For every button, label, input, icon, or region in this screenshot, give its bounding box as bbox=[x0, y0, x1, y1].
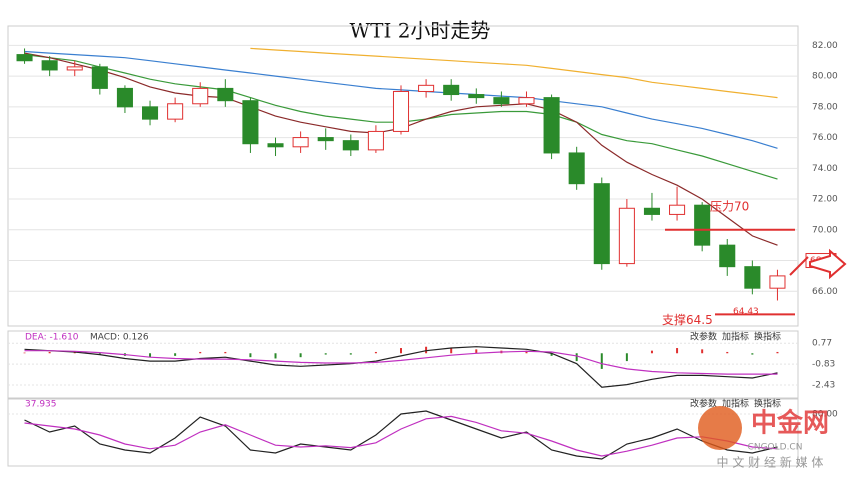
level-label: 压力70 bbox=[710, 199, 749, 213]
line bbox=[24, 350, 778, 375]
candle-body bbox=[493, 97, 510, 105]
candle-body bbox=[518, 97, 535, 105]
candle-body bbox=[719, 244, 736, 268]
panel-frame bbox=[7, 25, 799, 327]
candle-body bbox=[167, 103, 184, 120]
candle-body bbox=[317, 137, 334, 142]
y-tick-label: 78.00 bbox=[812, 102, 838, 112]
y-tick-label: 80.00 bbox=[812, 410, 838, 420]
arrow bbox=[809, 248, 847, 280]
y-tick-label: -2.43 bbox=[812, 380, 835, 390]
line bbox=[24, 415, 778, 457]
watermark-slogan: 中 文 财 经 新 媒 体 bbox=[717, 455, 824, 470]
indicator-button[interactable]: 改参数 bbox=[690, 331, 717, 343]
candle-body bbox=[242, 100, 259, 145]
candle-body bbox=[142, 106, 159, 120]
candle-body bbox=[568, 152, 585, 185]
arrow bbox=[789, 256, 809, 276]
candle-body bbox=[16, 54, 33, 62]
indicator-legend: 37.935 bbox=[25, 400, 57, 410]
line bbox=[24, 52, 778, 246]
line bbox=[24, 410, 778, 460]
indicator-legend: DEA: -1.610 bbox=[25, 333, 79, 343]
y-tick-label: 74.00 bbox=[812, 164, 838, 174]
y-tick-label: 0.77 bbox=[812, 339, 832, 349]
candle-body bbox=[367, 130, 384, 151]
chart-title: WTI 2小时走势 bbox=[350, 19, 491, 43]
candle-body bbox=[744, 266, 761, 289]
y-tick-label: 82.00 bbox=[812, 41, 838, 51]
y-tick-label: -0.83 bbox=[812, 360, 835, 370]
indicator-button[interactable]: 加指标 bbox=[722, 398, 749, 410]
watermark-site: CNGOLD.CN bbox=[748, 443, 803, 453]
candle-body bbox=[116, 87, 133, 108]
candle-body bbox=[41, 60, 58, 71]
indicator-button[interactable]: 加指标 bbox=[722, 331, 749, 343]
watermark-logo: 中金网 bbox=[751, 408, 829, 439]
candle-body bbox=[91, 66, 108, 89]
y-tick-label: 70.00 bbox=[812, 225, 838, 235]
candle-body bbox=[392, 90, 410, 132]
candle-body bbox=[267, 143, 284, 148]
indicator-button[interactable]: 换指标 bbox=[754, 398, 781, 410]
candle-body bbox=[543, 97, 560, 154]
candle-body bbox=[217, 87, 234, 102]
y-tick-label: 72.00 bbox=[812, 195, 838, 205]
candle-body bbox=[643, 207, 660, 215]
candle-body bbox=[292, 137, 309, 148]
indicator-button[interactable]: 改参数 bbox=[690, 398, 717, 410]
indicator-button[interactable]: 换指标 bbox=[754, 331, 781, 343]
line bbox=[250, 47, 778, 99]
panel-frame bbox=[7, 397, 799, 467]
candle-body bbox=[66, 66, 83, 71]
y-tick-label: 80.00 bbox=[812, 72, 838, 82]
panel-frame bbox=[7, 330, 799, 400]
candle-body bbox=[618, 207, 635, 265]
candle-body bbox=[669, 204, 686, 215]
logo-icon bbox=[698, 406, 742, 450]
candle-body bbox=[443, 84, 460, 96]
y-tick-label: 76.00 bbox=[812, 133, 838, 143]
low-label: 64.43 bbox=[733, 307, 759, 317]
candle-body bbox=[694, 204, 711, 246]
candle-body bbox=[192, 87, 209, 105]
line bbox=[24, 346, 778, 388]
candle-body bbox=[769, 275, 786, 289]
candle-body bbox=[593, 183, 610, 265]
y-tick-label: 66.00 bbox=[812, 287, 838, 297]
candle-body bbox=[342, 140, 359, 151]
indicator-legend: MACD: 0.126 bbox=[90, 333, 149, 343]
candle-body bbox=[418, 84, 435, 92]
candle-body bbox=[468, 94, 485, 99]
level-label: 支撑64.5 bbox=[662, 312, 713, 327]
